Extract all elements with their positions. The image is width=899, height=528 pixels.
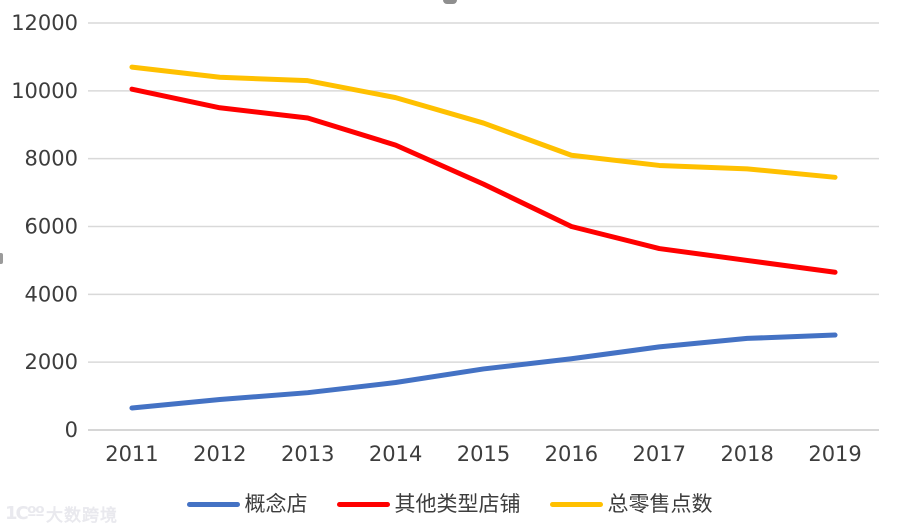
y-tick-label: 12000: [11, 11, 78, 35]
legend: 概念店 其他类型店铺 总零售点数: [0, 494, 899, 515]
series-line-2: [129, 64, 838, 180]
legend-swatch-icon: [336, 502, 390, 507]
legend-label: 概念店: [244, 492, 308, 516]
x-tick-label: 2011: [105, 442, 158, 466]
legend-swatch-icon: [186, 502, 240, 507]
x-tick-label: 2016: [545, 442, 598, 466]
legend-item-2: 总零售点数: [549, 492, 713, 516]
watermark: 1Cºº 大数跨境: [5, 501, 118, 526]
watermark-text: 大数跨境: [46, 506, 119, 526]
clipped-title-fragment: [443, 0, 457, 4]
x-tick-label: 2018: [720, 442, 773, 466]
x-tick-label: 2014: [369, 442, 422, 466]
x-tick-label: 2019: [808, 442, 861, 466]
x-tick-label: 2017: [633, 442, 686, 466]
legend-item-0: 概念店: [186, 492, 308, 516]
clipped-y-axis-title-fragment: [0, 253, 3, 264]
legend-item-1: 其他类型店铺: [336, 492, 521, 516]
x-tick-label: 2012: [193, 442, 246, 466]
y-tick-label: 2000: [25, 350, 78, 374]
x-tick-label: 2015: [457, 442, 510, 466]
legend-label: 其他类型店铺: [394, 492, 521, 516]
legend-label: 总零售点数: [607, 492, 713, 516]
y-tick-label: 8000: [25, 147, 78, 171]
series-line-1: [129, 86, 838, 275]
y-tick-label: 6000: [25, 215, 78, 239]
plot-area: 0 2000 4000 6000 8000 10000 12000 2011 2012 2013 2…: [11, 11, 879, 466]
y-tick-label: 4000: [25, 282, 78, 306]
y-tick-label: 10000: [11, 79, 78, 103]
x-tick-label: 2013: [281, 442, 334, 466]
watermark-logo-icon: 1Cºº: [5, 503, 45, 524]
y-tick-label: 0: [65, 418, 78, 442]
legend-swatch-icon: [549, 502, 603, 507]
series-line-0: [129, 332, 838, 411]
